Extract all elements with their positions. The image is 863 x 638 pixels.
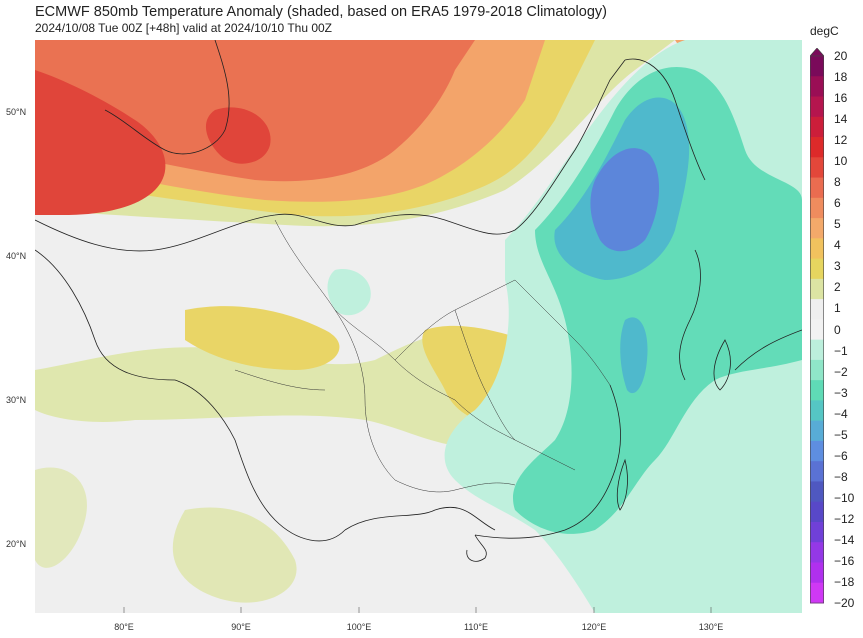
warm-strong-patch xyxy=(205,107,271,164)
colorbar-swatch xyxy=(810,238,824,260)
colorbar-tick-label: −14 xyxy=(834,532,855,547)
cool-light-west xyxy=(327,269,371,316)
colorbar-top-arrow xyxy=(810,48,824,57)
colorbar-swatch xyxy=(810,582,824,604)
colorbar-tick-label: 4 xyxy=(834,238,841,253)
colorbar-tick-label: −2 xyxy=(834,364,848,379)
colorbar-tick-label: 20 xyxy=(834,49,848,63)
colorbar-tick-label: −18 xyxy=(834,574,855,589)
colorbar-swatch xyxy=(810,56,824,77)
colorbar-swatch xyxy=(810,440,824,462)
map-title: ECMWF 850mb Temperature Anomaly (shaded,… xyxy=(35,4,607,20)
colorbar xyxy=(810,48,824,604)
colorbar-tick-label: −12 xyxy=(834,511,855,526)
lon-label-120: 120°E xyxy=(581,622,607,632)
country-borders xyxy=(35,40,706,542)
colorbar-swatch xyxy=(810,258,824,280)
colorbar-tick-label: 3 xyxy=(834,259,841,274)
colorbar-swatch xyxy=(810,562,824,584)
lon-label-90: 90°E xyxy=(231,622,251,632)
lon-label-130: 130°E xyxy=(698,622,724,632)
lon-label-80: 80°E xyxy=(114,622,134,632)
lat-label-40: 40°N xyxy=(6,251,27,261)
colorbar-swatch xyxy=(810,400,824,422)
colorbar-swatch xyxy=(810,197,824,219)
colorbar-tick-label: −5 xyxy=(834,427,848,442)
cool-strong-region xyxy=(590,148,660,252)
colorbar-tick-label: 10 xyxy=(834,154,848,169)
colorbar-swatch xyxy=(810,157,824,179)
colorbar-tick-label: 12 xyxy=(834,133,848,148)
colorbar-swatch xyxy=(810,319,824,341)
colorbar-swatch xyxy=(810,481,824,503)
colorbar-swatch xyxy=(810,177,824,199)
colorbar-tick-label: 6 xyxy=(834,196,841,211)
colorbar-tick-label: −6 xyxy=(834,448,848,463)
colorbar-swatch xyxy=(810,96,824,118)
warm-strong-region xyxy=(35,70,166,215)
yellow-band-mid xyxy=(185,306,340,370)
colorbar-tick-label: −10 xyxy=(834,490,855,505)
yellow-light-patch-sw xyxy=(172,507,297,603)
colorbar-swatch xyxy=(810,420,824,442)
colorbar-swatch xyxy=(810,116,824,138)
colorbar-tick-label: −3 xyxy=(834,385,848,400)
cool-region xyxy=(513,66,802,534)
colorbar-unit: degC xyxy=(810,24,839,38)
cool-mid-coast xyxy=(620,317,648,394)
colorbar-swatch xyxy=(810,137,824,158)
colorbar-frame xyxy=(810,55,824,604)
colorbar-tick-label: −4 xyxy=(834,406,848,421)
colorbar-tick-label: 8 xyxy=(834,175,841,190)
colorbar-swatch xyxy=(810,299,824,320)
colorbar-tick-label: 5 xyxy=(834,217,841,232)
colorbar-tick-label: 2 xyxy=(834,280,841,295)
graticule-ticks xyxy=(123,607,712,613)
lat-label-50: 50°N xyxy=(6,107,27,117)
colorbar-swatch xyxy=(810,278,824,300)
colorbar-tick-label: 0 xyxy=(834,322,841,337)
colorbar-tick-label: 14 xyxy=(834,112,848,127)
colorbar-swatch xyxy=(810,501,824,523)
map-canvas xyxy=(35,40,802,613)
anomaly-map xyxy=(35,40,802,613)
colorbar-tick-label: −8 xyxy=(834,469,848,484)
colorbar-swatch xyxy=(810,339,824,361)
colorbar-tick-label: 1 xyxy=(834,301,841,316)
colorbar-swatch xyxy=(810,521,824,543)
coastline xyxy=(466,329,802,562)
lon-label-100: 100°E xyxy=(346,622,372,632)
colorbar-tick-label: −16 xyxy=(834,553,855,568)
colorbar-swatch xyxy=(810,461,824,482)
colorbar-swatch xyxy=(810,218,824,239)
colorbar-tick-label: 18 xyxy=(834,70,848,85)
colorbar-tick-label: −1 xyxy=(834,343,848,358)
colorbar-swatch xyxy=(810,542,824,563)
colorbar-tick-label: 16 xyxy=(834,91,848,106)
lon-label-110: 110°E xyxy=(464,622,488,632)
lat-label-30: 30°N xyxy=(6,395,27,405)
lat-label-20: 20°N xyxy=(6,539,27,549)
colorbar-swatch xyxy=(810,380,824,401)
province-borders xyxy=(234,219,611,493)
yellow-light-patch-s xyxy=(35,467,87,568)
colorbar-tick-label: −20 xyxy=(834,596,855,610)
map-subtitle: 2024/10/08 Tue 00Z [+48h] valid at 2024/… xyxy=(35,21,333,35)
colorbar-swatch xyxy=(810,76,824,98)
yellow-light-band-south xyxy=(35,331,539,447)
colorbar-swatch xyxy=(810,359,824,381)
